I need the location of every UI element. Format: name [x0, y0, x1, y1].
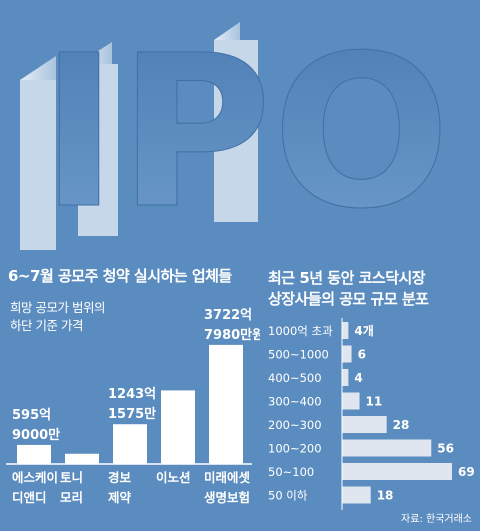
- hbar-value-label: 11: [366, 395, 383, 409]
- right-chart-title-line-2: 상장사들의 공모 규모 분포: [268, 290, 429, 308]
- hbar-6: [342, 463, 452, 480]
- hbar-category-label: 500~1000: [268, 348, 329, 362]
- hbar-3: [342, 392, 360, 410]
- hbar-category-label: 50~100: [268, 465, 314, 479]
- hbar-4: [342, 416, 387, 433]
- source-note: 자료: 한국거래소: [401, 514, 472, 525]
- bar-value-label: 3722억: [204, 308, 252, 323]
- bar-value-label: 7980만원: [204, 327, 260, 343]
- bar-value-label: 595억: [12, 408, 51, 423]
- bar-0: [17, 444, 51, 464]
- hbar-0: [342, 322, 349, 339]
- category-label: 모리: [60, 490, 83, 505]
- hbar-category-label: 300~400: [268, 395, 322, 409]
- hbar-7: [342, 486, 371, 504]
- bar-value-label: 1243억: [108, 387, 156, 402]
- category-label: 미래에셋: [204, 470, 251, 485]
- hbar-2: [342, 369, 349, 386]
- ipo-letters: IPO: [40, 10, 451, 255]
- bar-4: [209, 344, 243, 464]
- category-label: 경보: [108, 470, 132, 485]
- hbar-value-label: 4개: [354, 324, 373, 338]
- category-label: 디앤디: [12, 490, 47, 505]
- hbar-category-label: 200~300: [268, 418, 322, 432]
- bar-value-label: 9000만: [12, 427, 60, 443]
- hbar-category-label: 1000억 초과: [268, 324, 333, 338]
- hbar-1: [342, 345, 352, 363]
- right-chart-title-line-1: 최근 5년 동안 코스닥시장: [268, 269, 426, 287]
- hbar-5: [342, 439, 432, 457]
- category-label: 생명보험: [204, 490, 250, 505]
- hbar-value-label: 56: [437, 442, 454, 456]
- ipo-hero-graphic: IPO: [20, 10, 451, 256]
- hbar-value-label: 4: [354, 371, 362, 385]
- hbar-value-label: 28: [393, 418, 410, 432]
- hbar-value-label: 69: [458, 465, 475, 479]
- hbar-category-label: 400~500: [268, 371, 322, 385]
- hbar-category-label: 100~200: [268, 442, 322, 456]
- bar-3: [161, 390, 195, 464]
- category-label: 에스케이: [12, 470, 58, 485]
- kosdaq-ipo-size-distribution-chart: 1000억 초과 4개 500~1000 6 400~500 4 300~400 11 200~…: [268, 318, 475, 510]
- category-label: 이노션: [156, 470, 191, 485]
- category-label: 제약: [108, 490, 132, 505]
- hbar-category-label: 50 이하: [268, 489, 308, 503]
- bar-2: [113, 424, 147, 464]
- hbar-value-label: 18: [377, 489, 394, 503]
- category-label: 토니: [60, 470, 83, 485]
- left-chart-subtitle-line-2: 하단 기준 가격: [10, 318, 83, 333]
- bar-value-label: 1575만: [108, 406, 156, 422]
- left-chart-title: 6~7월 공모주 청약 실시하는 업체들: [8, 267, 232, 285]
- hbar-value-label: 6: [358, 348, 366, 362]
- left-chart-subtitle-line-1: 희망 공모가 범위의: [10, 300, 105, 315]
- bar-1: [65, 453, 99, 464]
